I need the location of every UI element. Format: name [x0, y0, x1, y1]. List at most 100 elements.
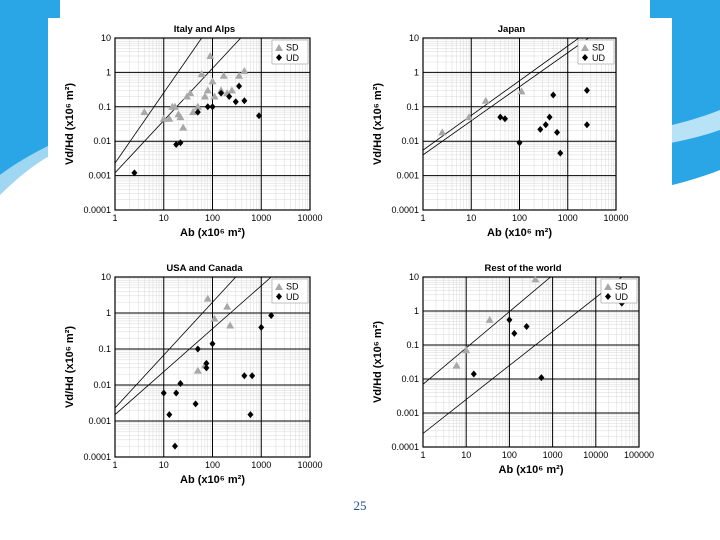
y-tick-label: 0.1	[98, 344, 111, 354]
sd-point	[200, 92, 209, 100]
ud-point	[557, 149, 564, 157]
legend-ud-marker	[276, 293, 282, 300]
legend-ud-marker	[582, 54, 588, 61]
ud-point	[247, 411, 254, 419]
sd-point	[485, 315, 494, 323]
legend-sd-label: SD	[286, 43, 299, 53]
reference-line	[423, 38, 580, 151]
chart-title: USA and Canada	[166, 263, 243, 274]
x-axis-label: Ab (x10⁶ m²)	[487, 227, 552, 239]
sd-point	[210, 314, 219, 322]
series-sd	[140, 51, 249, 131]
series-ud	[497, 86, 590, 157]
x-axis-label: Ab (x10⁶ m²)	[180, 227, 245, 239]
y-tick-label: 1	[414, 67, 419, 77]
chart-3: 1 10 100 1000 10000 0.0001 0.001 0.01 0.1 1 10 USA …	[64, 263, 323, 486]
sd-point	[240, 66, 249, 74]
y-axis-label: Vd/Hd (x10⁶ m²)	[64, 83, 76, 165]
sd-point	[140, 108, 149, 116]
legend-sd-marker	[581, 44, 589, 51]
legend-sd-label: SD	[286, 282, 299, 292]
y-tick-label: 0.001	[396, 171, 419, 181]
y-tick-label: 0.001	[88, 416, 111, 426]
sd-point	[193, 366, 202, 374]
sd-point	[206, 51, 215, 59]
x-tick-label: 100000	[624, 450, 654, 460]
sd-point	[203, 86, 212, 94]
reference-lines	[115, 277, 272, 415]
x-tick-label: 1000	[251, 460, 271, 470]
x-tick-label: 10	[466, 213, 476, 223]
y-axis-label: Vd/Hd (x10⁶ m²)	[64, 326, 76, 408]
ud-point	[192, 400, 199, 408]
legend-box	[577, 39, 615, 65]
x-tick-label: 1	[420, 450, 425, 460]
ud-point	[203, 359, 210, 367]
legend-sd-marker	[275, 283, 283, 290]
plot-frame	[422, 37, 617, 211]
x-tick-label: 1	[112, 460, 117, 470]
reference-line	[115, 38, 203, 164]
legend-box	[271, 39, 309, 65]
ud-point	[538, 374, 545, 382]
x-tick-label: 1000	[543, 450, 563, 460]
sd-point	[531, 275, 540, 283]
sd-point	[189, 108, 198, 116]
sd-point	[197, 69, 206, 77]
reference-line	[115, 277, 237, 409]
legend-ud-marker	[276, 54, 282, 61]
ud-point	[236, 82, 243, 90]
x-tick-label: 100	[512, 213, 527, 223]
reference-line	[423, 277, 551, 385]
y-tick-label: 0.0001	[83, 205, 111, 215]
legend-sd-label: SD	[592, 43, 605, 53]
sd-point	[159, 114, 168, 122]
ud-point	[511, 329, 518, 337]
ud-point	[249, 372, 256, 380]
sd-point	[219, 71, 228, 79]
y-tick-label: 10	[409, 33, 419, 43]
x-tick-label: 10	[159, 460, 169, 470]
legend-box	[600, 278, 638, 304]
y-tick-label: 10	[101, 33, 111, 43]
chart-4: 1 10 100 1000 10000 100000 0.0001 0.001 0.01 0.1 1…	[372, 263, 654, 476]
plot-frame	[114, 276, 311, 458]
reference-line	[423, 277, 623, 434]
ud-point	[470, 370, 477, 378]
plot-frame	[422, 276, 640, 448]
x-tick-label: 1	[112, 213, 117, 223]
x-tick-label: 100	[205, 213, 220, 223]
ud-point	[550, 91, 557, 99]
ud-point	[241, 97, 248, 105]
ud-point	[256, 112, 263, 120]
y-tick-label: 10	[409, 272, 419, 282]
ud-point	[542, 121, 549, 129]
legend-sd-label: SD	[615, 282, 628, 292]
x-tick-label: 10000	[297, 460, 322, 470]
series-ud	[160, 312, 275, 450]
x-tick-label: 1	[420, 213, 425, 223]
sd-point	[481, 96, 490, 104]
ud-point	[209, 103, 216, 111]
y-tick-label: 1	[414, 306, 419, 316]
ud-point	[194, 108, 201, 116]
y-tick-label: 0.0001	[391, 442, 419, 452]
x-tick-label: 10000	[297, 213, 322, 223]
chart-1: 1 10 100 1000 10000 0.0001 0.001 0.01 0.1 1 10 Ital…	[64, 24, 323, 239]
chart-2: 1 10 100 1000 10000 0.0001 0.001 0.01 0.1 1 10 Japa…	[372, 24, 629, 239]
legend-sd-marker	[275, 44, 283, 51]
x-tick-label: 10000	[583, 450, 608, 460]
y-tick-label: 1	[106, 67, 111, 77]
legend-ud-label: UD	[592, 53, 605, 63]
x-tick-label: 10	[159, 213, 169, 223]
ud-point	[268, 312, 275, 320]
y-tick-label: 1	[106, 308, 111, 318]
series-sd	[438, 87, 526, 136]
x-tick-label: 1000	[251, 213, 271, 223]
legend-ud-label: UD	[615, 292, 628, 302]
x-tick-label: 100	[502, 450, 517, 460]
ud-point	[516, 139, 523, 147]
y-axis-label: Vd/Hd (x10⁶ m²)	[372, 321, 384, 403]
